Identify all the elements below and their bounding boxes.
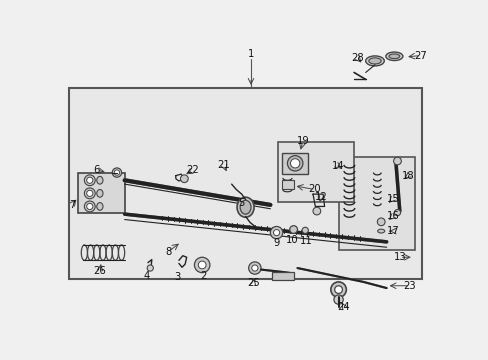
Text: 7: 7 xyxy=(69,200,75,210)
Text: 8: 8 xyxy=(164,247,171,257)
Circle shape xyxy=(290,159,299,168)
Circle shape xyxy=(86,190,93,197)
Circle shape xyxy=(333,295,343,304)
Circle shape xyxy=(273,230,279,236)
Circle shape xyxy=(84,188,95,199)
Circle shape xyxy=(393,210,400,216)
Text: 13: 13 xyxy=(393,252,405,262)
Text: 23: 23 xyxy=(403,281,415,291)
Ellipse shape xyxy=(97,203,103,210)
Circle shape xyxy=(302,227,308,233)
Circle shape xyxy=(112,168,122,177)
Circle shape xyxy=(147,265,153,271)
Ellipse shape xyxy=(237,197,254,217)
Circle shape xyxy=(330,282,346,297)
Text: 22: 22 xyxy=(186,165,199,175)
Bar xyxy=(69,88,421,279)
Text: 25: 25 xyxy=(246,278,259,288)
Text: 26: 26 xyxy=(93,266,106,276)
Circle shape xyxy=(334,286,342,293)
Circle shape xyxy=(114,170,120,175)
Text: 9: 9 xyxy=(273,238,279,248)
Bar xyxy=(271,272,293,280)
Ellipse shape xyxy=(365,56,384,66)
Ellipse shape xyxy=(385,52,402,60)
Circle shape xyxy=(289,226,297,233)
Circle shape xyxy=(194,257,209,273)
Ellipse shape xyxy=(97,189,103,197)
Circle shape xyxy=(84,175,95,186)
Circle shape xyxy=(198,261,205,269)
Text: 6: 6 xyxy=(93,165,100,175)
Bar xyxy=(338,157,414,249)
Text: 12: 12 xyxy=(314,192,327,202)
Circle shape xyxy=(377,218,384,226)
Text: 2: 2 xyxy=(200,271,206,281)
Text: 16: 16 xyxy=(386,211,398,221)
Circle shape xyxy=(270,226,282,239)
Text: 11: 11 xyxy=(299,236,312,246)
Ellipse shape xyxy=(240,200,250,214)
Circle shape xyxy=(84,201,95,212)
Text: 18: 18 xyxy=(401,171,414,181)
Text: 27: 27 xyxy=(413,50,426,60)
Text: 5: 5 xyxy=(237,198,244,208)
Text: 19: 19 xyxy=(296,136,309,146)
Text: 28: 28 xyxy=(350,53,363,63)
Ellipse shape xyxy=(97,176,103,184)
Text: 17: 17 xyxy=(386,226,398,236)
Circle shape xyxy=(393,157,401,165)
Text: 4: 4 xyxy=(143,271,149,281)
Bar xyxy=(282,180,294,189)
Circle shape xyxy=(312,207,320,215)
Circle shape xyxy=(180,175,188,183)
Circle shape xyxy=(251,265,258,271)
Ellipse shape xyxy=(388,54,399,59)
Circle shape xyxy=(86,177,93,183)
Text: 20: 20 xyxy=(307,184,320,194)
Bar xyxy=(278,142,353,202)
Bar xyxy=(78,172,124,213)
Text: 10: 10 xyxy=(285,235,298,245)
Text: 24: 24 xyxy=(337,302,349,311)
Text: 1: 1 xyxy=(247,49,254,59)
Text: 14: 14 xyxy=(331,161,344,171)
Ellipse shape xyxy=(368,58,381,64)
Text: 3: 3 xyxy=(174,271,180,282)
Ellipse shape xyxy=(377,229,384,233)
Bar xyxy=(282,153,308,174)
Text: 15: 15 xyxy=(386,194,398,204)
Circle shape xyxy=(86,203,93,210)
Text: 21: 21 xyxy=(217,160,230,170)
Circle shape xyxy=(287,156,302,171)
Circle shape xyxy=(248,262,261,274)
